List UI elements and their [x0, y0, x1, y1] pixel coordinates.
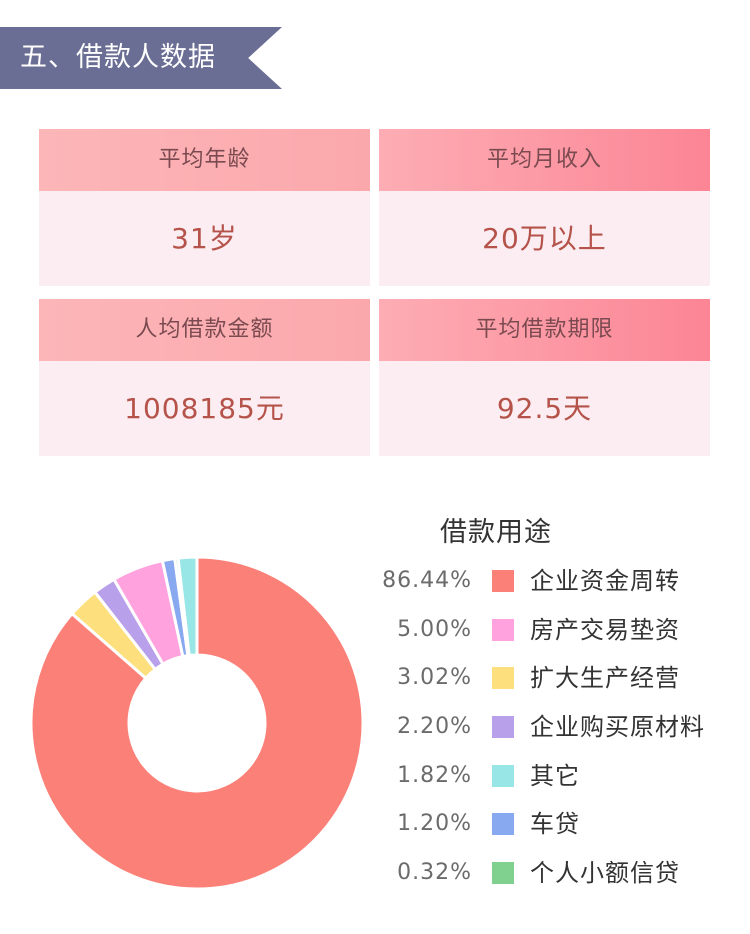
legend-swatch	[492, 813, 514, 836]
chart-legend: 86.44% 企业资金周转 5.00% 房产交易垫资 3.02% 扩大生产经营 2.20% 企…	[360, 557, 745, 898]
stat-card-value: 92.5天	[496, 392, 593, 425]
legend-percent: 5.00%	[397, 616, 472, 642]
legend-item: 0.32% 个人小额信贷	[360, 849, 745, 898]
legend-label: 企业资金周转	[530, 567, 680, 595]
legend-percent: 1.20%	[397, 811, 472, 837]
loan-purpose-donut-chart	[29, 555, 365, 891]
legend-label: 房产交易垫资	[530, 615, 680, 644]
stat-card-value: 31岁	[171, 222, 238, 255]
legend-label: 个人小额信贷	[530, 859, 680, 888]
legend-item: 5.00% 房产交易垫资	[360, 606, 745, 655]
legend-item: 2.20% 企业购买原材料	[360, 703, 745, 752]
legend-percent: 86.44%	[382, 568, 472, 593]
legend-percent: 1.82%	[397, 762, 472, 788]
legend-swatch	[492, 570, 514, 592]
donut-slice	[176, 555, 199, 657]
legend-item: 86.44% 企业资金周转	[360, 557, 745, 606]
stat-card-label: 平均月收入	[379, 129, 710, 191]
legend-item: 1.82% 其它	[360, 752, 745, 801]
stat-card-avg-age: 平均年龄 31岁	[39, 129, 370, 286]
section-banner: 五、借款人数据	[0, 27, 282, 89]
donut-slice	[29, 555, 365, 891]
stat-card-avg-loan-amount: 人均借款金额 1008185元	[39, 299, 370, 456]
legend-swatch	[492, 862, 514, 885]
legend-label: 企业购买原材料	[530, 713, 705, 742]
stat-card-avg-income: 平均月收入 20万以上	[379, 129, 710, 286]
legend-swatch	[492, 618, 514, 641]
legend-label: 扩大生产经营	[530, 664, 680, 693]
stat-card-label: 平均年龄	[39, 129, 370, 191]
legend-swatch	[492, 716, 514, 739]
stat-card-value: 20万以上	[482, 222, 607, 255]
legend-percent: 0.32%	[397, 860, 472, 886]
stat-card-label: 平均借款期限	[379, 299, 710, 361]
legend-item: 1.20% 车贷	[360, 800, 745, 849]
legend-label: 其它	[530, 761, 580, 790]
section-title: 五、借款人数据	[20, 42, 216, 73]
legend-item: 3.02% 扩大生产经营	[360, 654, 745, 703]
legend-label: 车贷	[530, 810, 580, 839]
legend-percent: 2.20%	[397, 714, 472, 740]
stat-card-label: 人均借款金额	[39, 299, 370, 361]
legend-percent: 3.02%	[397, 665, 472, 691]
legend-swatch	[492, 667, 514, 690]
chart-title: 借款用途	[440, 517, 552, 548]
legend-swatch	[492, 764, 514, 787]
stat-card-avg-loan-term: 平均借款期限 92.5天	[379, 299, 710, 456]
stat-card-value: 1008185元	[124, 392, 285, 425]
